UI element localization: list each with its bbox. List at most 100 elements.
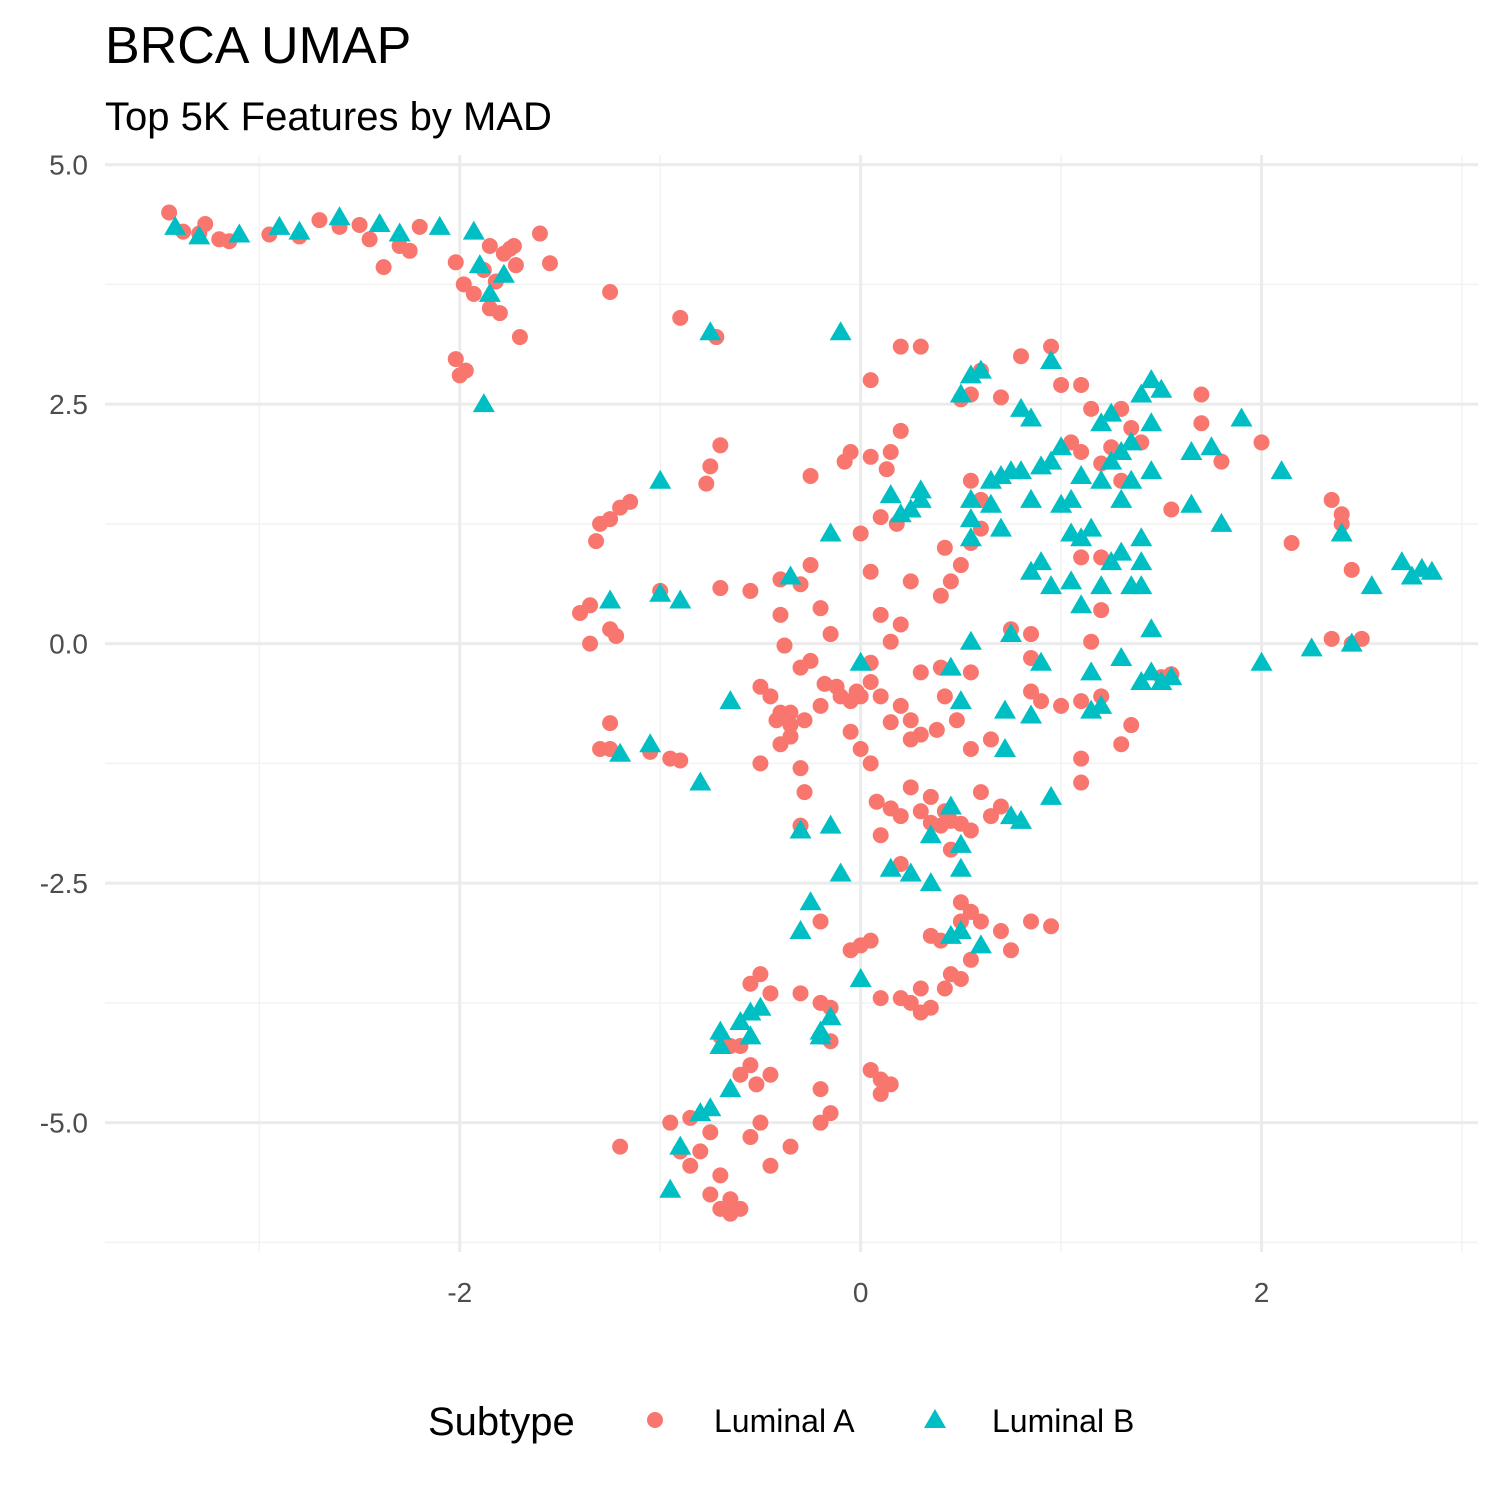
point-luminal-a [928, 721, 945, 738]
point-luminal-a [672, 752, 689, 769]
point-luminal-b [889, 503, 912, 523]
point-luminal-b [478, 282, 501, 302]
point-luminal-b [1140, 369, 1163, 389]
point-luminal-a [892, 855, 909, 872]
point-luminal-a [872, 606, 889, 623]
point-luminal-b [1140, 618, 1163, 638]
point-luminal-b [1130, 383, 1153, 403]
point-luminal-a [592, 515, 609, 532]
point-luminal-b [919, 824, 942, 844]
point-luminal-a [1123, 420, 1140, 437]
point-luminal-b [979, 469, 1002, 489]
point-luminal-a [582, 635, 599, 652]
point-luminal-a [792, 760, 809, 777]
point-luminal-a [982, 731, 999, 748]
point-luminal-a [936, 980, 953, 997]
point-luminal-b [1080, 661, 1103, 681]
point-luminal-b [1140, 460, 1163, 480]
point-luminal-a [1193, 415, 1210, 432]
point-luminal-a [872, 827, 889, 844]
point-luminal-b [959, 527, 982, 547]
point-luminal-a [531, 225, 548, 242]
point-luminal-a [936, 688, 953, 705]
point-luminal-a [882, 633, 899, 650]
point-luminal-a [572, 604, 589, 621]
point-luminal-b [1160, 666, 1183, 686]
point-luminal-a [862, 932, 879, 949]
point-luminal-a [782, 1138, 799, 1155]
point-luminal-a [796, 712, 813, 729]
point-luminal-b [993, 738, 1016, 758]
point-luminal-a [1073, 774, 1090, 791]
point-luminal-b [829, 862, 852, 882]
point-luminal-b [1040, 575, 1063, 595]
point-luminal-b [949, 920, 972, 940]
grid-lines [105, 155, 1478, 1252]
point-luminal-b [328, 206, 351, 226]
point-luminal-b [689, 771, 712, 791]
point-luminal-a [1073, 750, 1090, 767]
point-luminal-a [782, 704, 799, 721]
point-luminal-b [1070, 594, 1093, 614]
point-luminal-b [1030, 455, 1053, 475]
point-luminal-a [882, 1076, 899, 1093]
y-tick-label: 2.5 [49, 389, 88, 420]
point-luminal-b [829, 321, 852, 341]
point-luminal-a [1193, 386, 1210, 403]
point-luminal-b [268, 215, 291, 235]
point-luminal-a [507, 257, 524, 274]
point-luminal-a [752, 966, 769, 983]
point-luminal-a [892, 616, 909, 633]
point-luminal-a [1013, 348, 1030, 365]
point-luminal-a [812, 994, 829, 1011]
point-luminal-a [702, 1186, 719, 1203]
point-luminal-b [969, 934, 992, 954]
point-luminal-a [311, 212, 328, 229]
point-luminal-a [862, 755, 879, 772]
point-luminal-a [742, 1057, 759, 1074]
point-luminal-b [1150, 378, 1173, 398]
point-luminal-b [1040, 349, 1063, 369]
point-luminal-b [1130, 527, 1153, 547]
point-luminal-a [682, 1157, 699, 1174]
chart-title: BRCA UMAP [105, 17, 411, 75]
point-luminal-b [1120, 431, 1143, 451]
point-luminal-a [892, 990, 909, 1007]
point-luminal-a [698, 475, 715, 492]
point-luminal-b [979, 493, 1002, 513]
point-luminal-b [1020, 407, 1043, 427]
point-luminal-b [468, 254, 491, 274]
point-luminal-a [812, 600, 829, 617]
point-luminal-a [1023, 913, 1040, 930]
point-luminal-b [388, 222, 411, 242]
point-luminal-a [1083, 400, 1100, 417]
point-luminal-a [1213, 453, 1230, 470]
point-luminal-a [902, 573, 919, 590]
point-luminal-a [872, 1085, 889, 1102]
point-luminal-a [962, 951, 979, 968]
legend: Subtype Luminal A Luminal B [428, 1400, 1134, 1444]
point-luminal-a [962, 822, 979, 839]
point-luminal-a [952, 894, 969, 911]
point-luminal-b [709, 1035, 732, 1055]
point-luminal-a [962, 903, 979, 920]
legend-label-luminal-b: Luminal B [992, 1403, 1134, 1439]
point-luminal-b [428, 215, 451, 235]
point-luminal-a [161, 204, 178, 221]
point-luminal-b [939, 924, 962, 944]
point-luminal-b [789, 920, 812, 940]
point-luminal-a [802, 467, 819, 484]
point-luminal-a [1023, 683, 1040, 700]
point-luminal-b [1270, 460, 1293, 480]
point-luminal-a [1163, 501, 1180, 518]
point-luminal-b [819, 1006, 842, 1026]
point-luminal-a [197, 215, 214, 232]
chart-subtitle: Top 5K Features by MAD [105, 95, 552, 139]
point-luminal-b [909, 488, 932, 508]
point-luminal-a [902, 779, 919, 796]
point-luminal-a [862, 1061, 879, 1078]
point-luminal-b [1090, 575, 1113, 595]
point-luminal-b [1090, 469, 1113, 489]
point-luminal-a [742, 582, 759, 599]
point-luminal-a [511, 329, 528, 346]
